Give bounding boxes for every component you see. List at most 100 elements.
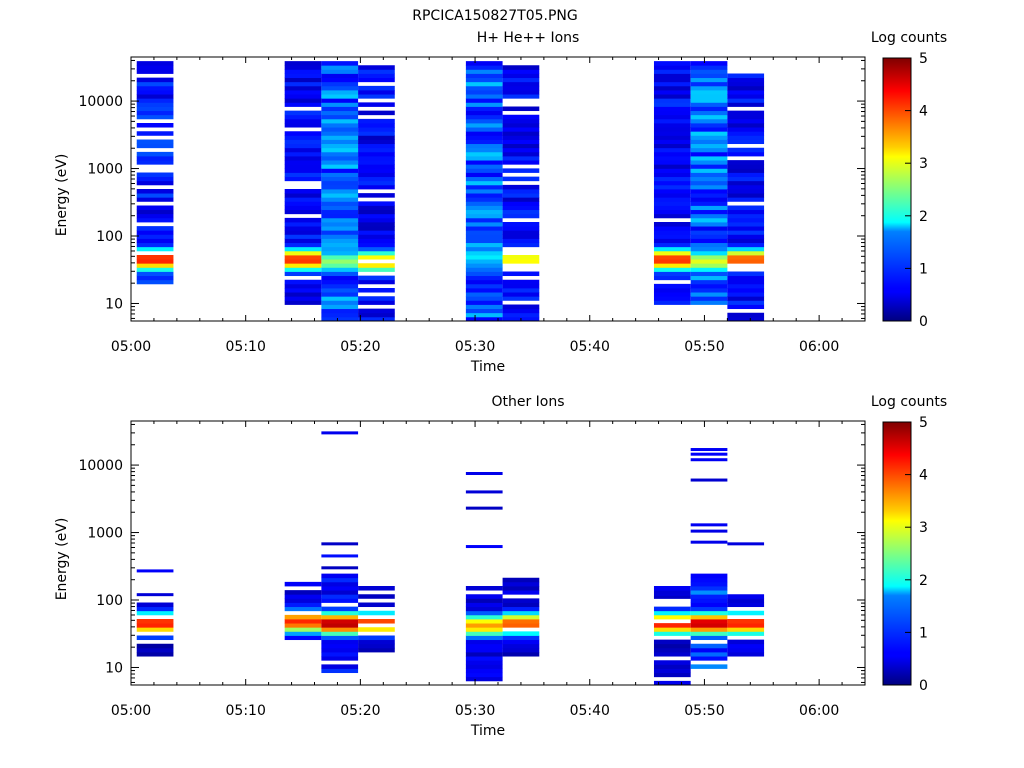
energy-bin <box>690 623 728 628</box>
energy-bin <box>502 242 540 248</box>
energy-bin <box>136 234 174 239</box>
energy-bin <box>465 506 503 510</box>
energy-bin <box>136 593 174 597</box>
energy-bin <box>136 263 174 268</box>
panel-h-he-ions: 05:00 05:10 05:20 05:30 05:40 05:50 06:00 Time 1… <box>54 30 947 375</box>
energy-bin <box>358 77 395 83</box>
energy-bin <box>690 288 728 293</box>
energy-bin <box>284 242 322 248</box>
energy-bin <box>690 81 728 87</box>
energy-bin <box>321 94 359 99</box>
energy-bin <box>358 90 395 95</box>
energy-bin <box>653 205 691 211</box>
energy-bin <box>465 647 503 653</box>
energy-bin <box>690 151 728 157</box>
x-tick-label: 05:00 <box>111 339 151 355</box>
energy-bin <box>136 606 174 612</box>
energy-bin <box>690 259 728 264</box>
energy-bin <box>465 147 503 153</box>
energy-bin <box>465 106 503 112</box>
energy-bin <box>502 135 540 140</box>
energy-bin <box>465 123 503 128</box>
energy-bin <box>465 660 503 665</box>
energy-bin <box>358 172 395 178</box>
energy-bin <box>465 668 503 674</box>
energy-bin <box>690 106 728 112</box>
energy-bin <box>358 586 395 591</box>
energy-bin <box>321 606 359 612</box>
energy-bin <box>465 205 503 211</box>
energy-bin <box>653 652 691 657</box>
energy-bin <box>465 85 503 91</box>
energy-bin <box>502 176 540 182</box>
energy-bin <box>465 635 503 641</box>
energy-bin <box>727 176 765 182</box>
energy-bin <box>136 143 174 149</box>
energy-bin <box>690 577 728 583</box>
energy-bin <box>653 131 691 136</box>
time-column <box>321 431 359 674</box>
energy-bin <box>136 81 174 87</box>
energy-bin <box>690 98 728 103</box>
colorbar-tick-label: 1 <box>919 625 928 641</box>
energy-bin <box>358 619 395 624</box>
energy-bin <box>727 246 765 252</box>
energy-bin <box>136 217 174 223</box>
energy-bin <box>465 189 503 194</box>
colorbar-tick-label: 5 <box>919 51 928 67</box>
energy-bin <box>502 259 540 264</box>
energy-bin <box>653 250 691 256</box>
energy-bin <box>465 160 503 165</box>
energy-bin <box>465 226 503 231</box>
energy-bin <box>321 566 359 570</box>
energy-bin <box>690 123 728 128</box>
colorbar-tick-label: 5 <box>919 415 928 431</box>
energy-bin <box>284 73 322 79</box>
energy-bin <box>284 288 322 293</box>
x-tick-label: 06:00 <box>799 339 839 355</box>
energy-bin <box>690 647 728 653</box>
energy-bin <box>502 131 540 136</box>
energy-bin <box>502 614 540 620</box>
energy-bin <box>502 304 540 310</box>
energy-bin <box>284 143 322 149</box>
energy-bin <box>465 255 503 260</box>
energy-bin <box>358 610 395 616</box>
energy-bin <box>690 230 728 235</box>
x-axis: 05:00 05:10 05:20 05:30 05:40 05:50 06:00 <box>111 421 843 719</box>
energy-bin <box>358 123 395 128</box>
energy-bin <box>321 164 359 169</box>
energy-bin <box>136 94 174 99</box>
energy-bin <box>502 619 540 624</box>
energy-bin <box>690 222 728 227</box>
energy-bin <box>502 631 540 636</box>
energy-bin <box>465 246 503 252</box>
energy-bin <box>502 581 540 587</box>
energy-bin <box>321 656 359 661</box>
energy-bin <box>284 602 322 608</box>
colorbar-tick-label: 0 <box>919 678 928 694</box>
energy-bin <box>284 160 322 165</box>
colorbar: 0 1 2 3 4 5 Log counts <box>871 30 947 330</box>
x-tick-label: 05:40 <box>570 703 610 719</box>
y-tick-label: 10000 <box>78 458 123 474</box>
energy-bin <box>321 131 359 136</box>
energy-bin <box>284 123 322 128</box>
energy-bin <box>727 189 765 194</box>
energy-bin <box>284 623 322 628</box>
energy-bin <box>690 217 728 223</box>
energy-bin <box>284 279 322 285</box>
energy-bin <box>284 81 322 87</box>
energy-bin <box>653 106 691 112</box>
energy-bin <box>502 201 540 206</box>
energy-bin <box>653 209 691 215</box>
energy-bin <box>284 598 322 603</box>
energy-bin <box>653 123 691 128</box>
energy-bin <box>727 619 765 624</box>
energy-bin <box>321 81 359 87</box>
energy-bin <box>136 61 174 66</box>
colorbar-tick-label: 4 <box>919 468 928 484</box>
energy-bin <box>653 680 691 686</box>
energy-bin <box>653 90 691 95</box>
energy-bin <box>727 139 765 145</box>
